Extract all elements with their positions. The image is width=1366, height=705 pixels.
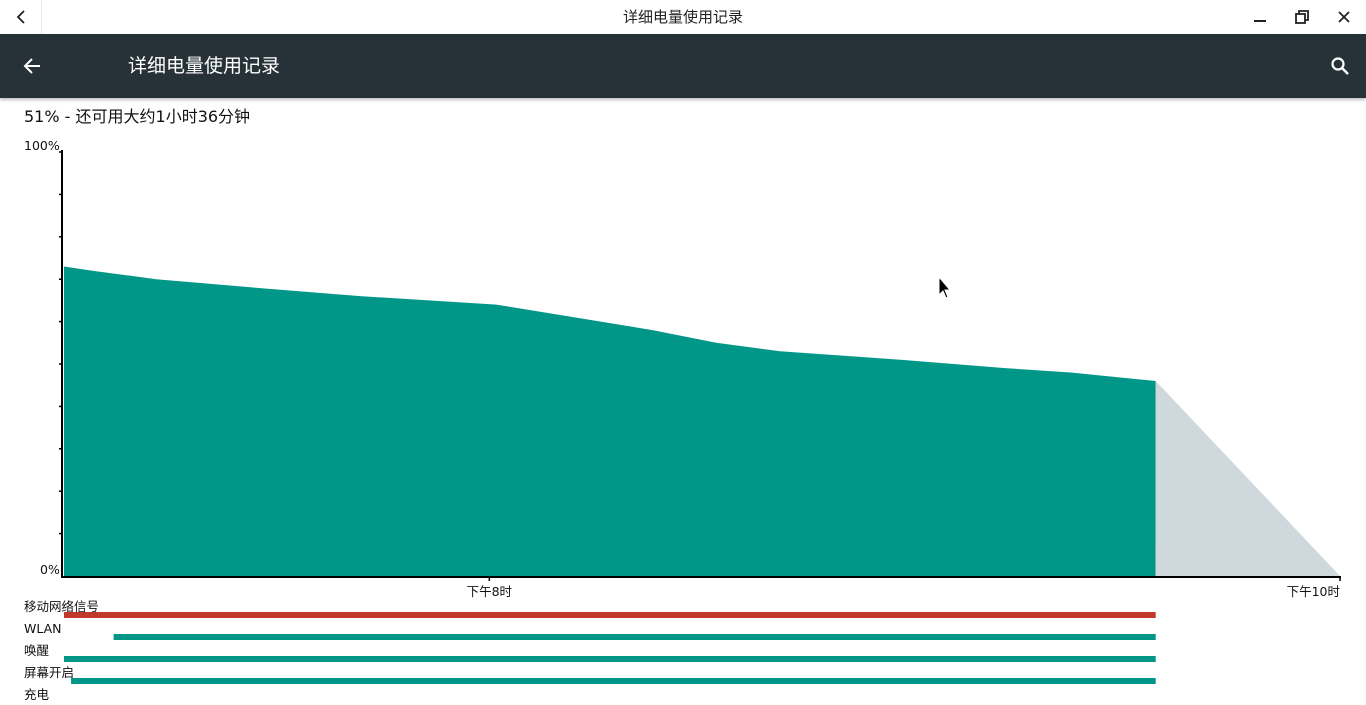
battery-history-area — [64, 266, 1156, 576]
mobile-signal-bar — [64, 612, 1156, 618]
minimize-icon — [1254, 20, 1266, 22]
app-bar: 详细电量使用记录 — [0, 34, 1366, 98]
battery-projection-area — [1155, 381, 1340, 576]
track-label-wlan: WLAN — [24, 621, 62, 636]
track-label-charging: 充电 — [24, 687, 50, 702]
restore-icon — [1295, 10, 1309, 24]
x-tick-label-8pm: 下午8时 — [467, 584, 513, 599]
wlan-bar — [113, 634, 1156, 640]
navigate-up-button[interactable] — [12, 46, 52, 86]
search-button[interactable] — [1320, 46, 1360, 86]
y-tick-label-max: 100% — [24, 138, 60, 153]
arrow-back-icon — [23, 58, 40, 74]
window-title: 详细电量使用记录 — [622, 8, 743, 26]
search-icon — [1331, 57, 1349, 75]
screen-on-bar — [71, 678, 1156, 684]
page-title: 详细电量使用记录 — [128, 55, 281, 77]
track-label-awake: 唤醒 — [24, 643, 50, 658]
track-label-mobile-signal: 移动网络信号 — [24, 599, 99, 614]
chevron-left-icon — [16, 10, 25, 24]
awake-bar — [64, 656, 1156, 662]
mouse-cursor-icon — [938, 275, 952, 299]
window-title-bar: 详细电量使用记录 — [0, 0, 1366, 34]
close-button[interactable] — [1324, 0, 1364, 34]
track-label-screen-on: 屏幕开启 — [24, 665, 74, 680]
battery-summary: 51% - 还可用大约1小时36分钟 — [24, 107, 251, 126]
restore-button[interactable] — [1282, 0, 1322, 34]
window-back-button[interactable] — [0, 0, 42, 34]
x-tick-label-10pm: 下午10时 — [1287, 584, 1341, 599]
close-icon — [1338, 11, 1350, 23]
minimize-button[interactable] — [1240, 0, 1280, 34]
y-tick-label-min: 0% — [40, 562, 60, 577]
